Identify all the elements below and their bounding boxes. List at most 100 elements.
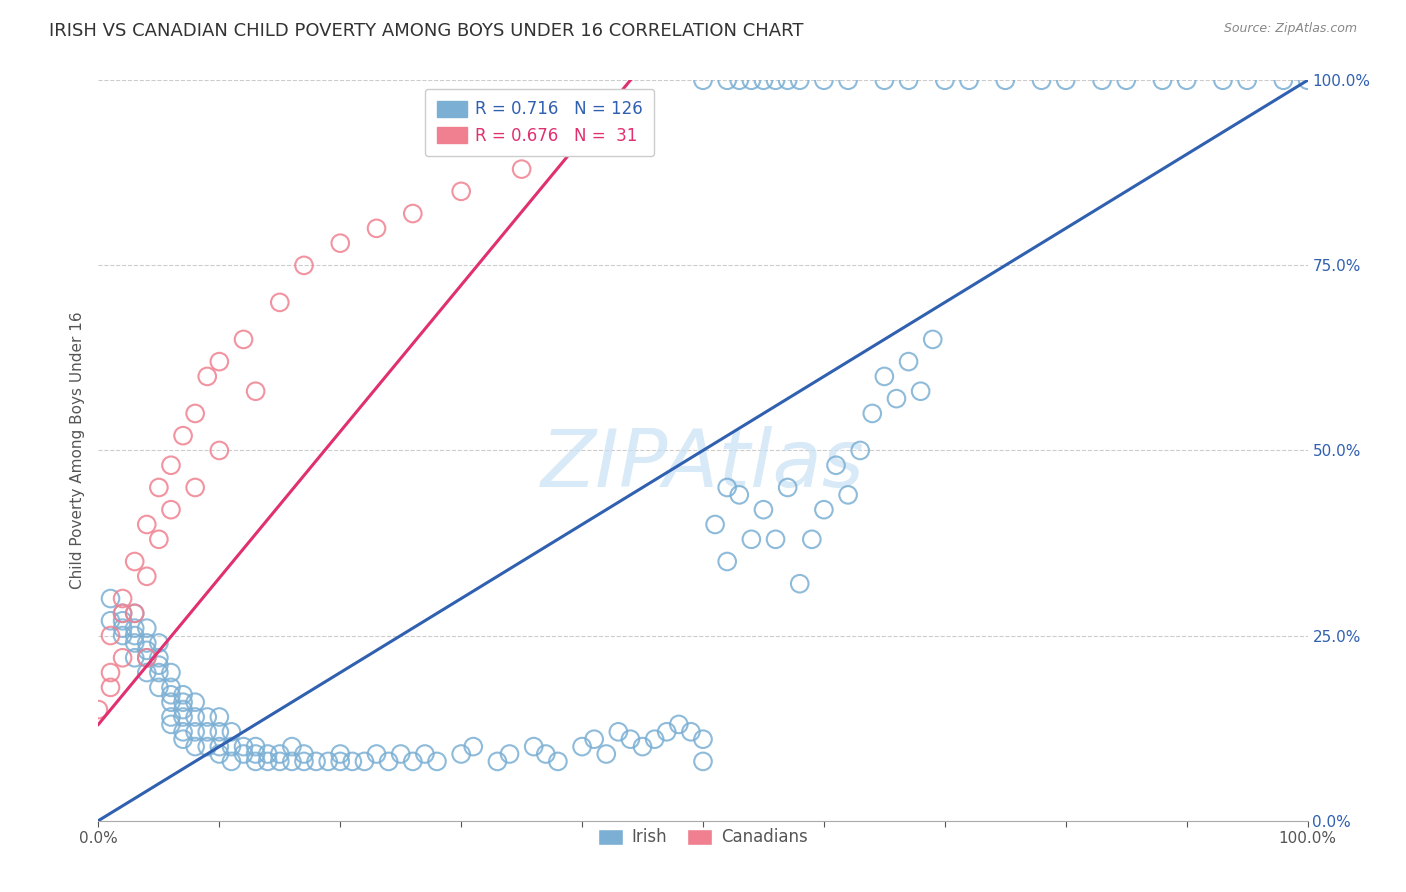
Point <box>124 555 146 569</box>
Point <box>740 73 762 87</box>
Point <box>595 747 617 761</box>
Point <box>148 650 170 665</box>
Point <box>813 73 835 87</box>
Point <box>426 755 449 769</box>
Point <box>366 221 388 235</box>
Point <box>692 755 714 769</box>
Point <box>679 724 702 739</box>
Point <box>402 206 425 220</box>
Point <box>1152 73 1174 87</box>
Point <box>160 458 183 473</box>
Point <box>849 443 872 458</box>
Point <box>111 591 134 606</box>
Point <box>221 724 243 739</box>
Point <box>607 724 630 739</box>
Point <box>172 703 194 717</box>
Point <box>377 755 399 769</box>
Point <box>87 703 110 717</box>
Point <box>692 73 714 87</box>
Point <box>342 755 364 769</box>
Point <box>292 259 315 273</box>
Point <box>692 732 714 747</box>
Point <box>232 739 254 754</box>
Point <box>148 658 170 673</box>
Point <box>1091 73 1114 87</box>
Point <box>245 747 267 761</box>
Point <box>124 607 146 621</box>
Point <box>728 488 751 502</box>
Point <box>208 354 231 368</box>
Legend: Irish, Canadians: Irish, Canadians <box>592 822 814 853</box>
Point <box>148 533 170 547</box>
Point <box>256 755 278 769</box>
Point <box>305 755 328 769</box>
Point <box>704 517 727 532</box>
Point <box>1236 73 1258 87</box>
Point <box>765 533 787 547</box>
Point <box>1212 73 1234 87</box>
Point <box>450 184 472 198</box>
Point <box>583 732 606 747</box>
Point <box>160 665 183 680</box>
Text: IRISH VS CANADIAN CHILD POVERTY AMONG BOYS UNDER 16 CORRELATION CHART: IRISH VS CANADIAN CHILD POVERTY AMONG BO… <box>49 22 804 40</box>
Point <box>195 739 218 754</box>
Point <box>716 480 738 494</box>
Point <box>269 295 291 310</box>
Point <box>776 480 799 494</box>
Point <box>232 747 254 761</box>
Y-axis label: Child Poverty Among Boys Under 16: Child Poverty Among Boys Under 16 <box>69 311 84 590</box>
Point <box>994 73 1017 87</box>
Point <box>160 502 183 516</box>
Point <box>184 407 207 421</box>
Point <box>619 732 641 747</box>
Point <box>160 710 183 724</box>
Point <box>148 665 170 680</box>
Point <box>160 688 183 702</box>
Point <box>245 739 267 754</box>
Point <box>1296 73 1319 87</box>
Point <box>135 569 157 583</box>
Point <box>208 724 231 739</box>
Point <box>934 73 956 87</box>
Point <box>172 724 194 739</box>
Point <box>100 591 122 606</box>
Point <box>172 428 194 442</box>
Point <box>292 747 315 761</box>
Point <box>172 732 194 747</box>
Point <box>135 650 157 665</box>
Point <box>329 755 352 769</box>
Point <box>281 755 304 769</box>
Point <box>800 533 823 547</box>
Point <box>100 614 122 628</box>
Point <box>111 650 134 665</box>
Point <box>184 695 207 709</box>
Point <box>184 739 207 754</box>
Point <box>873 369 896 384</box>
Point <box>486 755 509 769</box>
Point <box>184 724 207 739</box>
Point <box>232 332 254 346</box>
Point <box>208 739 231 754</box>
Point <box>124 607 146 621</box>
Point <box>873 73 896 87</box>
Point <box>389 747 412 761</box>
Text: ZIPAtlas: ZIPAtlas <box>541 426 865 504</box>
Point <box>644 732 666 747</box>
Point <box>184 710 207 724</box>
Point <box>837 73 859 87</box>
Point <box>860 407 883 421</box>
Point <box>1272 73 1295 87</box>
Point <box>463 739 485 754</box>
Point <box>910 384 932 399</box>
Point <box>716 555 738 569</box>
Point <box>655 724 678 739</box>
Point <box>886 392 908 406</box>
Point <box>716 73 738 87</box>
Point <box>510 162 533 177</box>
Text: Source: ZipAtlas.com: Source: ZipAtlas.com <box>1223 22 1357 36</box>
Point <box>450 747 472 761</box>
Point <box>148 681 170 695</box>
Point <box>728 73 751 87</box>
Point <box>148 480 170 494</box>
Point <box>160 681 183 695</box>
